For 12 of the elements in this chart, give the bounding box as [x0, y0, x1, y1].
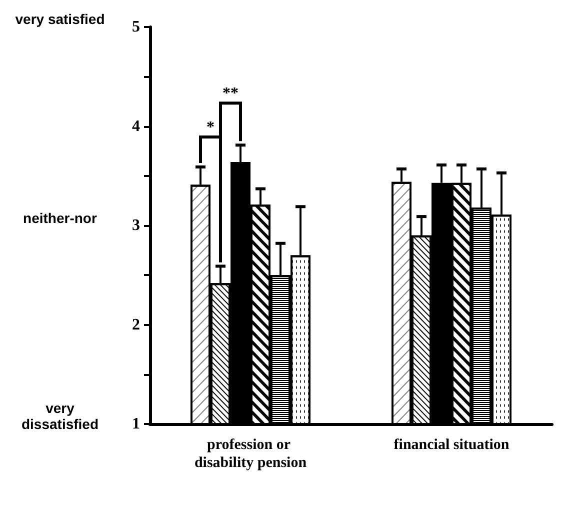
text: very dissatisfied [20, 400, 100, 432]
y-tick-label: 3 [132, 217, 140, 234]
y-tick-label: 1 [132, 416, 140, 432]
text: neither-nor [22, 210, 98, 226]
text: very satisfied [14, 11, 106, 27]
annotation: ** [222, 85, 238, 102]
annotation: * [206, 118, 214, 136]
y-tick-label: 5 [132, 18, 140, 36]
y-tick-label: 2 [132, 316, 140, 334]
x-tick-label: profession or disability pension [194, 437, 308, 471]
y-tick-label: 4 [132, 118, 140, 135]
x-tick-label: financial situation [394, 437, 510, 453]
